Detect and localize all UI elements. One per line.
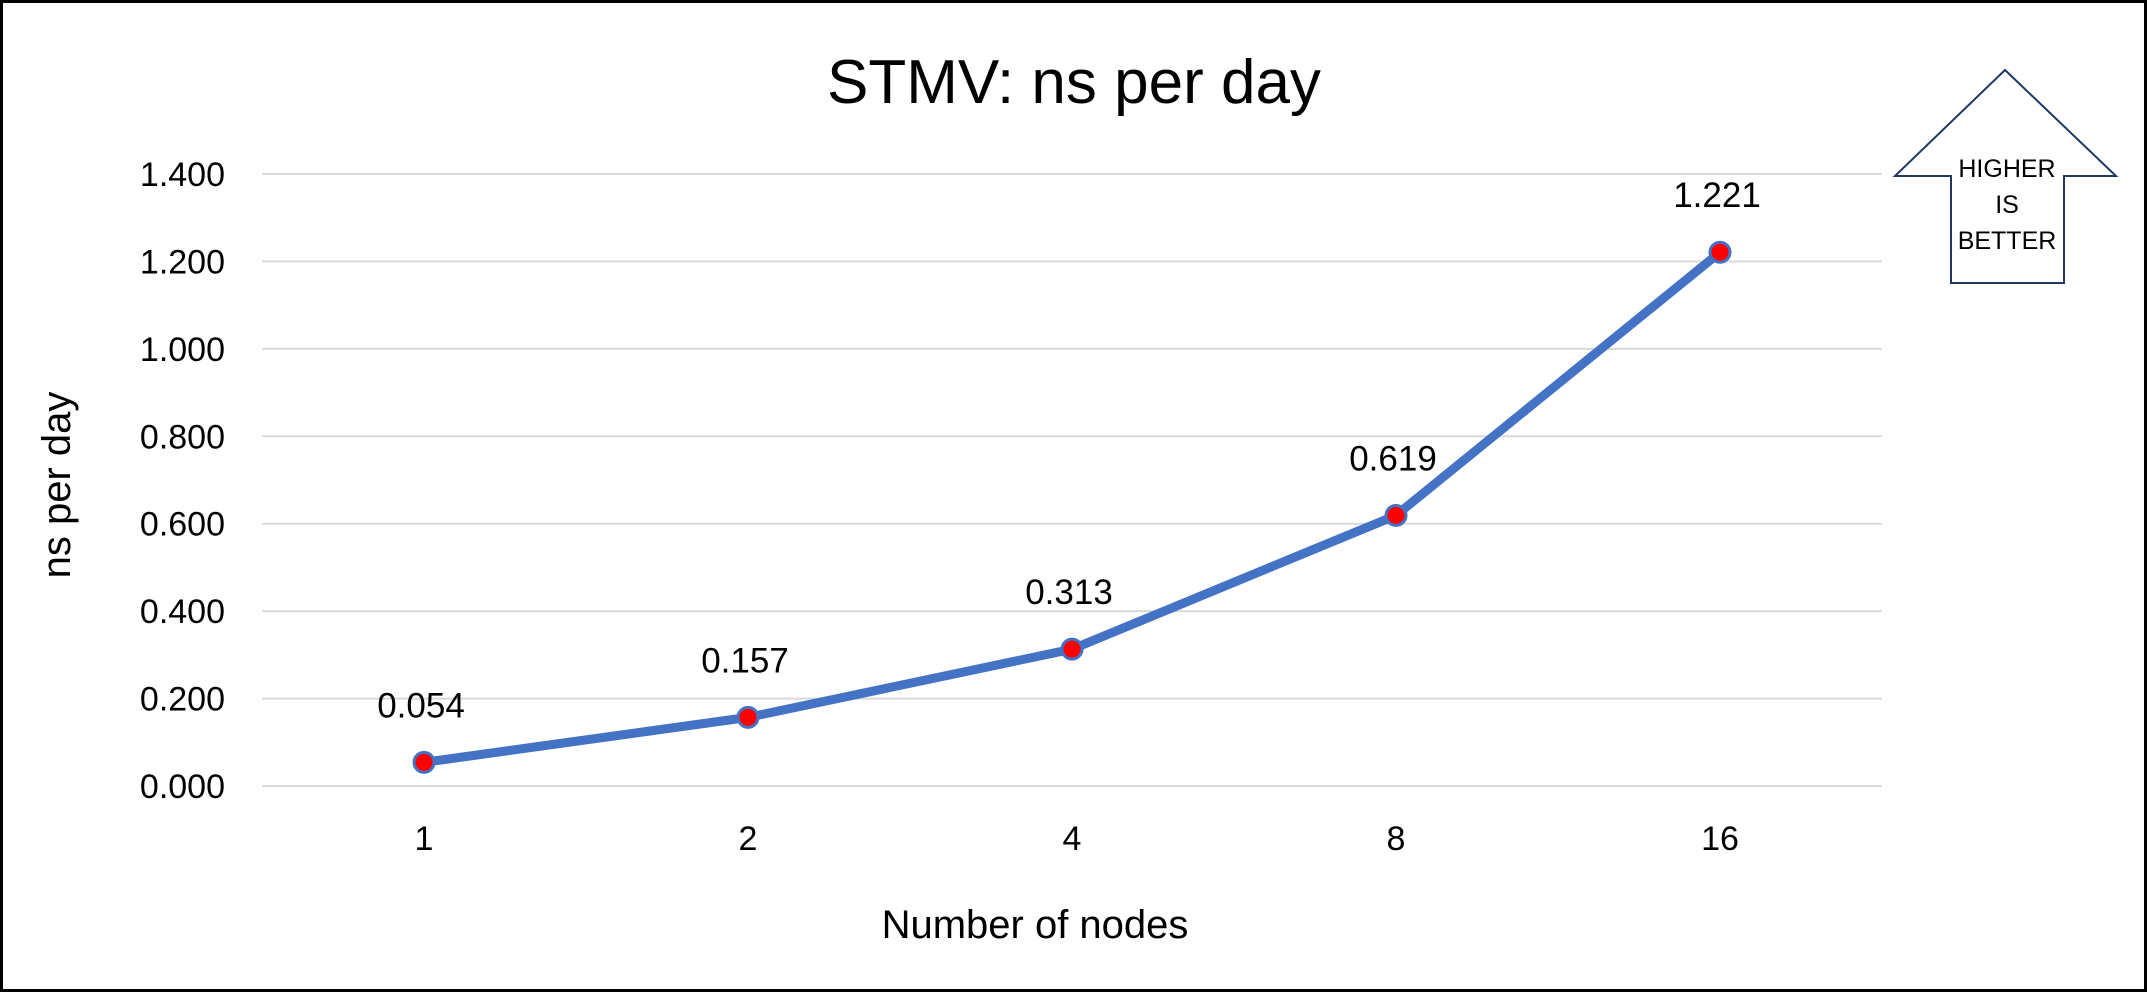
x-axis-ticks: 1 2 4 8 16	[415, 820, 1739, 858]
data-point	[1060, 637, 1084, 661]
higher-is-better-badge: HIGHER IS BETTER	[1892, 68, 2119, 284]
grid-lines	[262, 173, 1882, 787]
y-tick-label: 1.200	[140, 243, 225, 281]
x-tick-label: 2	[739, 820, 758, 858]
x-tick-label: 16	[1701, 820, 1739, 858]
y-tick-label: 0.200	[140, 681, 225, 719]
y-tick-label: 1.400	[140, 156, 225, 194]
data-label: 0.157	[701, 641, 789, 680]
data-point	[1708, 240, 1732, 264]
chart-title: STMV: ns per day	[827, 48, 1321, 117]
x-axis-title: Number of nodes	[882, 903, 1189, 947]
data-label: 1.221	[1673, 176, 1761, 215]
y-tick-label: 0.400	[140, 593, 225, 631]
data-label: 0.313	[1025, 573, 1113, 612]
x-tick-label: 8	[1387, 820, 1406, 858]
badge-line-3: BETTER	[1958, 227, 2057, 255]
series-line	[419, 247, 1725, 767]
data-label: 0.054	[377, 686, 465, 725]
y-tick-label: 0.000	[140, 768, 225, 806]
badge-line-2: IS	[1995, 191, 2019, 219]
up-arrow-shape	[1892, 68, 2119, 284]
y-axis-title: ns per day	[35, 392, 79, 579]
badge-line-1: HIGHER	[1958, 155, 2055, 183]
x-tick-label: 4	[1063, 820, 1082, 858]
series-group: 0.054 0.157 0.313 0.619 1.221	[377, 176, 1761, 774]
data-point	[1384, 503, 1408, 527]
y-tick-label: 1.000	[140, 331, 225, 369]
data-point	[412, 750, 436, 774]
y-tick-label: 0.600	[140, 506, 225, 544]
x-tick-label: 1	[415, 820, 434, 858]
y-tick-label: 0.800	[140, 418, 225, 456]
data-point	[736, 705, 760, 729]
y-axis-ticks: 0.000 0.200 0.400 0.600 0.800 1.000 1.200 1.400	[140, 156, 225, 806]
data-label: 0.619	[1349, 439, 1437, 478]
